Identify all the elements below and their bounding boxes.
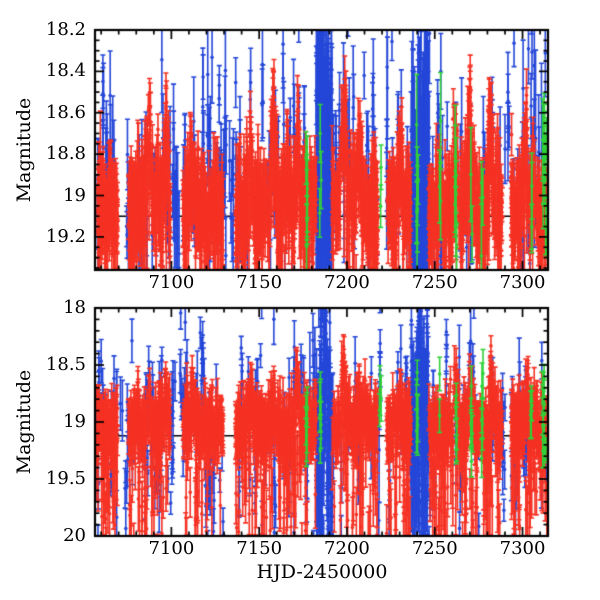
x-tick-label-bottom: 7100 xyxy=(148,538,195,559)
y-tick-label-top: 19.2 xyxy=(45,225,86,247)
y-tick-label-top: 18.4 xyxy=(45,60,86,82)
y-tick-label-top: 18.8 xyxy=(45,143,86,165)
y-tick-label-bottom: 18.5 xyxy=(45,354,86,375)
y-tick-label-bottom: 18 xyxy=(63,297,86,318)
x-tick-label-top: 7300 xyxy=(499,272,546,293)
y-tick-label-top: 19 xyxy=(63,184,86,206)
y-tick-label-bottom: 20 xyxy=(63,525,86,546)
y-tick-label-bottom: 19 xyxy=(63,411,86,432)
y-tick-label-bottom: 19.5 xyxy=(45,468,86,489)
y-tick-label-top: 18.2 xyxy=(45,19,86,40)
x-tick-label-bottom: 7150 xyxy=(236,538,283,559)
x-tick-label-top: 7200 xyxy=(324,272,370,293)
x-tick-label-bottom: 7200 xyxy=(324,538,370,559)
x-axis-title: HJD-2450000 xyxy=(256,561,388,583)
x-tick-label-top: 7150 xyxy=(236,272,283,293)
x-tick-label-bottom: 7300 xyxy=(499,538,546,559)
x-tick-label-top: 7250 xyxy=(411,272,458,293)
y-tick-label-top: 18.6 xyxy=(45,101,86,123)
x-tick-label-bottom: 7250 xyxy=(411,538,458,559)
x-tick-label-top: 7100 xyxy=(148,272,195,293)
